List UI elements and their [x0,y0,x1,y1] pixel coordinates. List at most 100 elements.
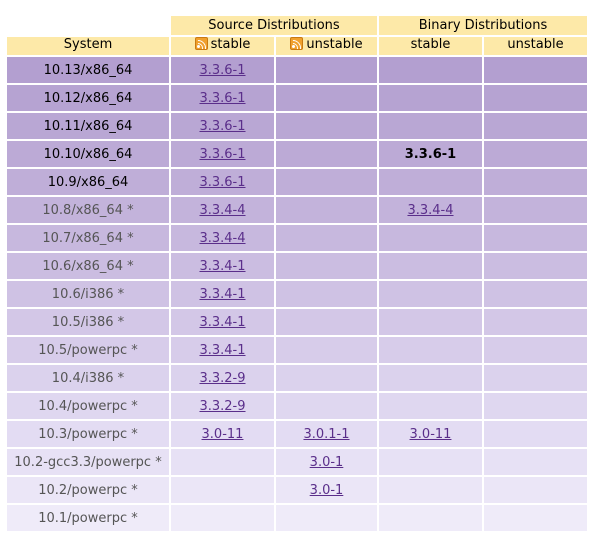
table-row: 10.9/x86_64 3.3.6-1 [7,169,587,195]
system-label: 10.2-gcc3.3/powerpc * [14,454,162,470]
source-unstable-cell [276,309,377,335]
version-link[interactable]: 3.0-1 [309,482,344,498]
table-row: 10.4/powerpc * 3.3.2-9 [7,393,587,419]
version-link[interactable]: 3.3.2-9 [199,370,246,386]
system-cell: 10.2/powerpc * [7,477,169,503]
binary-stable-cell: 3.3.4-4 [379,197,482,223]
binary-unstable-header: unstable [484,37,587,55]
source-stable-cell [171,477,274,503]
version-link[interactable]: 3.3.6-1 [199,146,246,162]
system-cell: 10.8/x86_64 * [7,197,169,223]
binary-unstable-cell [484,169,587,195]
table-row: 10.3/powerpc * 3.0-11 3.0.1-1 3.0-11 [7,421,587,447]
distributions-table: Source Distributions Binary Distribution… [5,14,589,533]
source-stable-cell: 3.3.6-1 [171,85,274,111]
version-link[interactable]: 3.0.1-1 [303,426,350,442]
source-stable-cell: 3.3.4-1 [171,253,274,279]
version-link[interactable]: 3.3.6-1 [199,118,246,134]
binary-stable-cell [379,57,482,83]
version-link[interactable]: 3.3.4-1 [199,314,246,330]
system-cell: 10.10/x86_64 [7,141,169,167]
table-row: 10.2/powerpc * 3.0-1 [7,477,587,503]
binary-unstable-cell [484,113,587,139]
version-link[interactable]: 3.3.6-1 [199,62,246,78]
version-link[interactable]: 3.3.4-4 [199,230,246,246]
system-cell: 10.6/i386 * [7,281,169,307]
system-cell: 10.13/x86_64 [7,57,169,83]
source-unstable-cell [276,85,377,111]
binary-unstable-cell [484,141,587,167]
source-unstable-cell [276,337,377,363]
version-link[interactable]: 3.3.2-9 [199,398,246,414]
source-unstable-cell [276,365,377,391]
system-label: 10.2/powerpc * [38,482,138,498]
source-unstable-cell [276,197,377,223]
system-label: 10.13/x86_64 [43,62,133,78]
version-link[interactable]: 3.0-11 [201,426,244,442]
version-link[interactable]: 3.0-11 [409,426,452,442]
source-stable-cell: 3.3.6-1 [171,141,274,167]
source-stable-cell: 3.3.2-9 [171,393,274,419]
binary-stable-cell [379,393,482,419]
binary-unstable-cell [484,309,587,335]
binary-stable-cell [379,225,482,251]
table-row: 10.13/x86_64 3.3.6-1 [7,57,587,83]
table-row: 10.6/x86_64 * 3.3.4-1 [7,253,587,279]
version-link[interactable]: 3.3.6-1 [199,90,246,106]
system-cell: 10.5/powerpc * [7,337,169,363]
source-stable-cell: 3.3.4-1 [171,309,274,335]
source-stable-cell [171,449,274,475]
binary-unstable-cell [484,421,587,447]
binary-stable-cell [379,477,482,503]
source-stable-cell: 3.3.6-1 [171,113,274,139]
version-link[interactable]: 3.3.4-4 [407,202,454,218]
source-unstable-cell [276,281,377,307]
binary-unstable-cell [484,85,587,111]
system-cell: 10.3/powerpc * [7,421,169,447]
source-unstable-header[interactable]: unstable [276,37,377,55]
binary-unstable-cell [484,505,587,531]
source-stable-header[interactable]: stable [171,37,274,55]
header-row-groups: Source Distributions Binary Distribution… [7,16,587,35]
source-unstable-cell: 3.0-1 [276,449,377,475]
binary-stable-header: stable [379,37,482,55]
system-cell: 10.6/x86_64 * [7,253,169,279]
system-header: System [7,37,169,55]
version-link[interactable]: 3.3.4-1 [199,286,246,302]
version-link[interactable]: 3.3.4-1 [199,342,246,358]
table-row: 10.7/x86_64 * 3.3.4-4 [7,225,587,251]
source-unstable-cell [276,505,377,531]
binary-stable-cell [379,281,482,307]
rss-feed-icon[interactable] [290,37,304,50]
table-row: 10.12/x86_64 3.3.6-1 [7,85,587,111]
version-link[interactable]: 3.3.6-1 [199,174,246,190]
source-unstable-cell [276,393,377,419]
rss-feed-icon[interactable] [194,37,208,50]
binary-distributions-header: Binary Distributions [379,16,587,35]
source-stable-cell [171,505,274,531]
system-label: 10.11/x86_64 [43,118,133,134]
system-cell: 10.2-gcc3.3/powerpc * [7,449,169,475]
source-unstable-cell: 3.0.1-1 [276,421,377,447]
version-link[interactable]: 3.0-1 [309,454,344,470]
binary-stable-cell [379,253,482,279]
binary-stable-cell [379,505,482,531]
system-label: 10.10/x86_64 [43,146,133,162]
system-cell: 10.4/powerpc * [7,393,169,419]
version-link[interactable]: 3.3.4-4 [199,202,246,218]
system-cell: 10.11/x86_64 [7,113,169,139]
source-unstable-cell [276,225,377,251]
system-label: 10.1/powerpc * [38,510,138,526]
binary-stable-cell: 3.3.6-1 [379,141,482,167]
source-unstable-cell [276,57,377,83]
table-row: 10.8/x86_64 * 3.3.4-4 3.3.4-4 [7,197,587,223]
source-stable-cell: 3.3.4-1 [171,337,274,363]
source-unstable-cell [276,253,377,279]
binary-stable-cell: 3.0-11 [379,421,482,447]
system-cell: 10.1/powerpc * [7,505,169,531]
system-label: 10.8/x86_64 * [42,202,134,218]
source-stable-cell: 3.0-11 [171,421,274,447]
table-row: 10.6/i386 * 3.3.4-1 [7,281,587,307]
version-link[interactable]: 3.3.4-1 [199,258,246,274]
binary-stable-cell [379,449,482,475]
